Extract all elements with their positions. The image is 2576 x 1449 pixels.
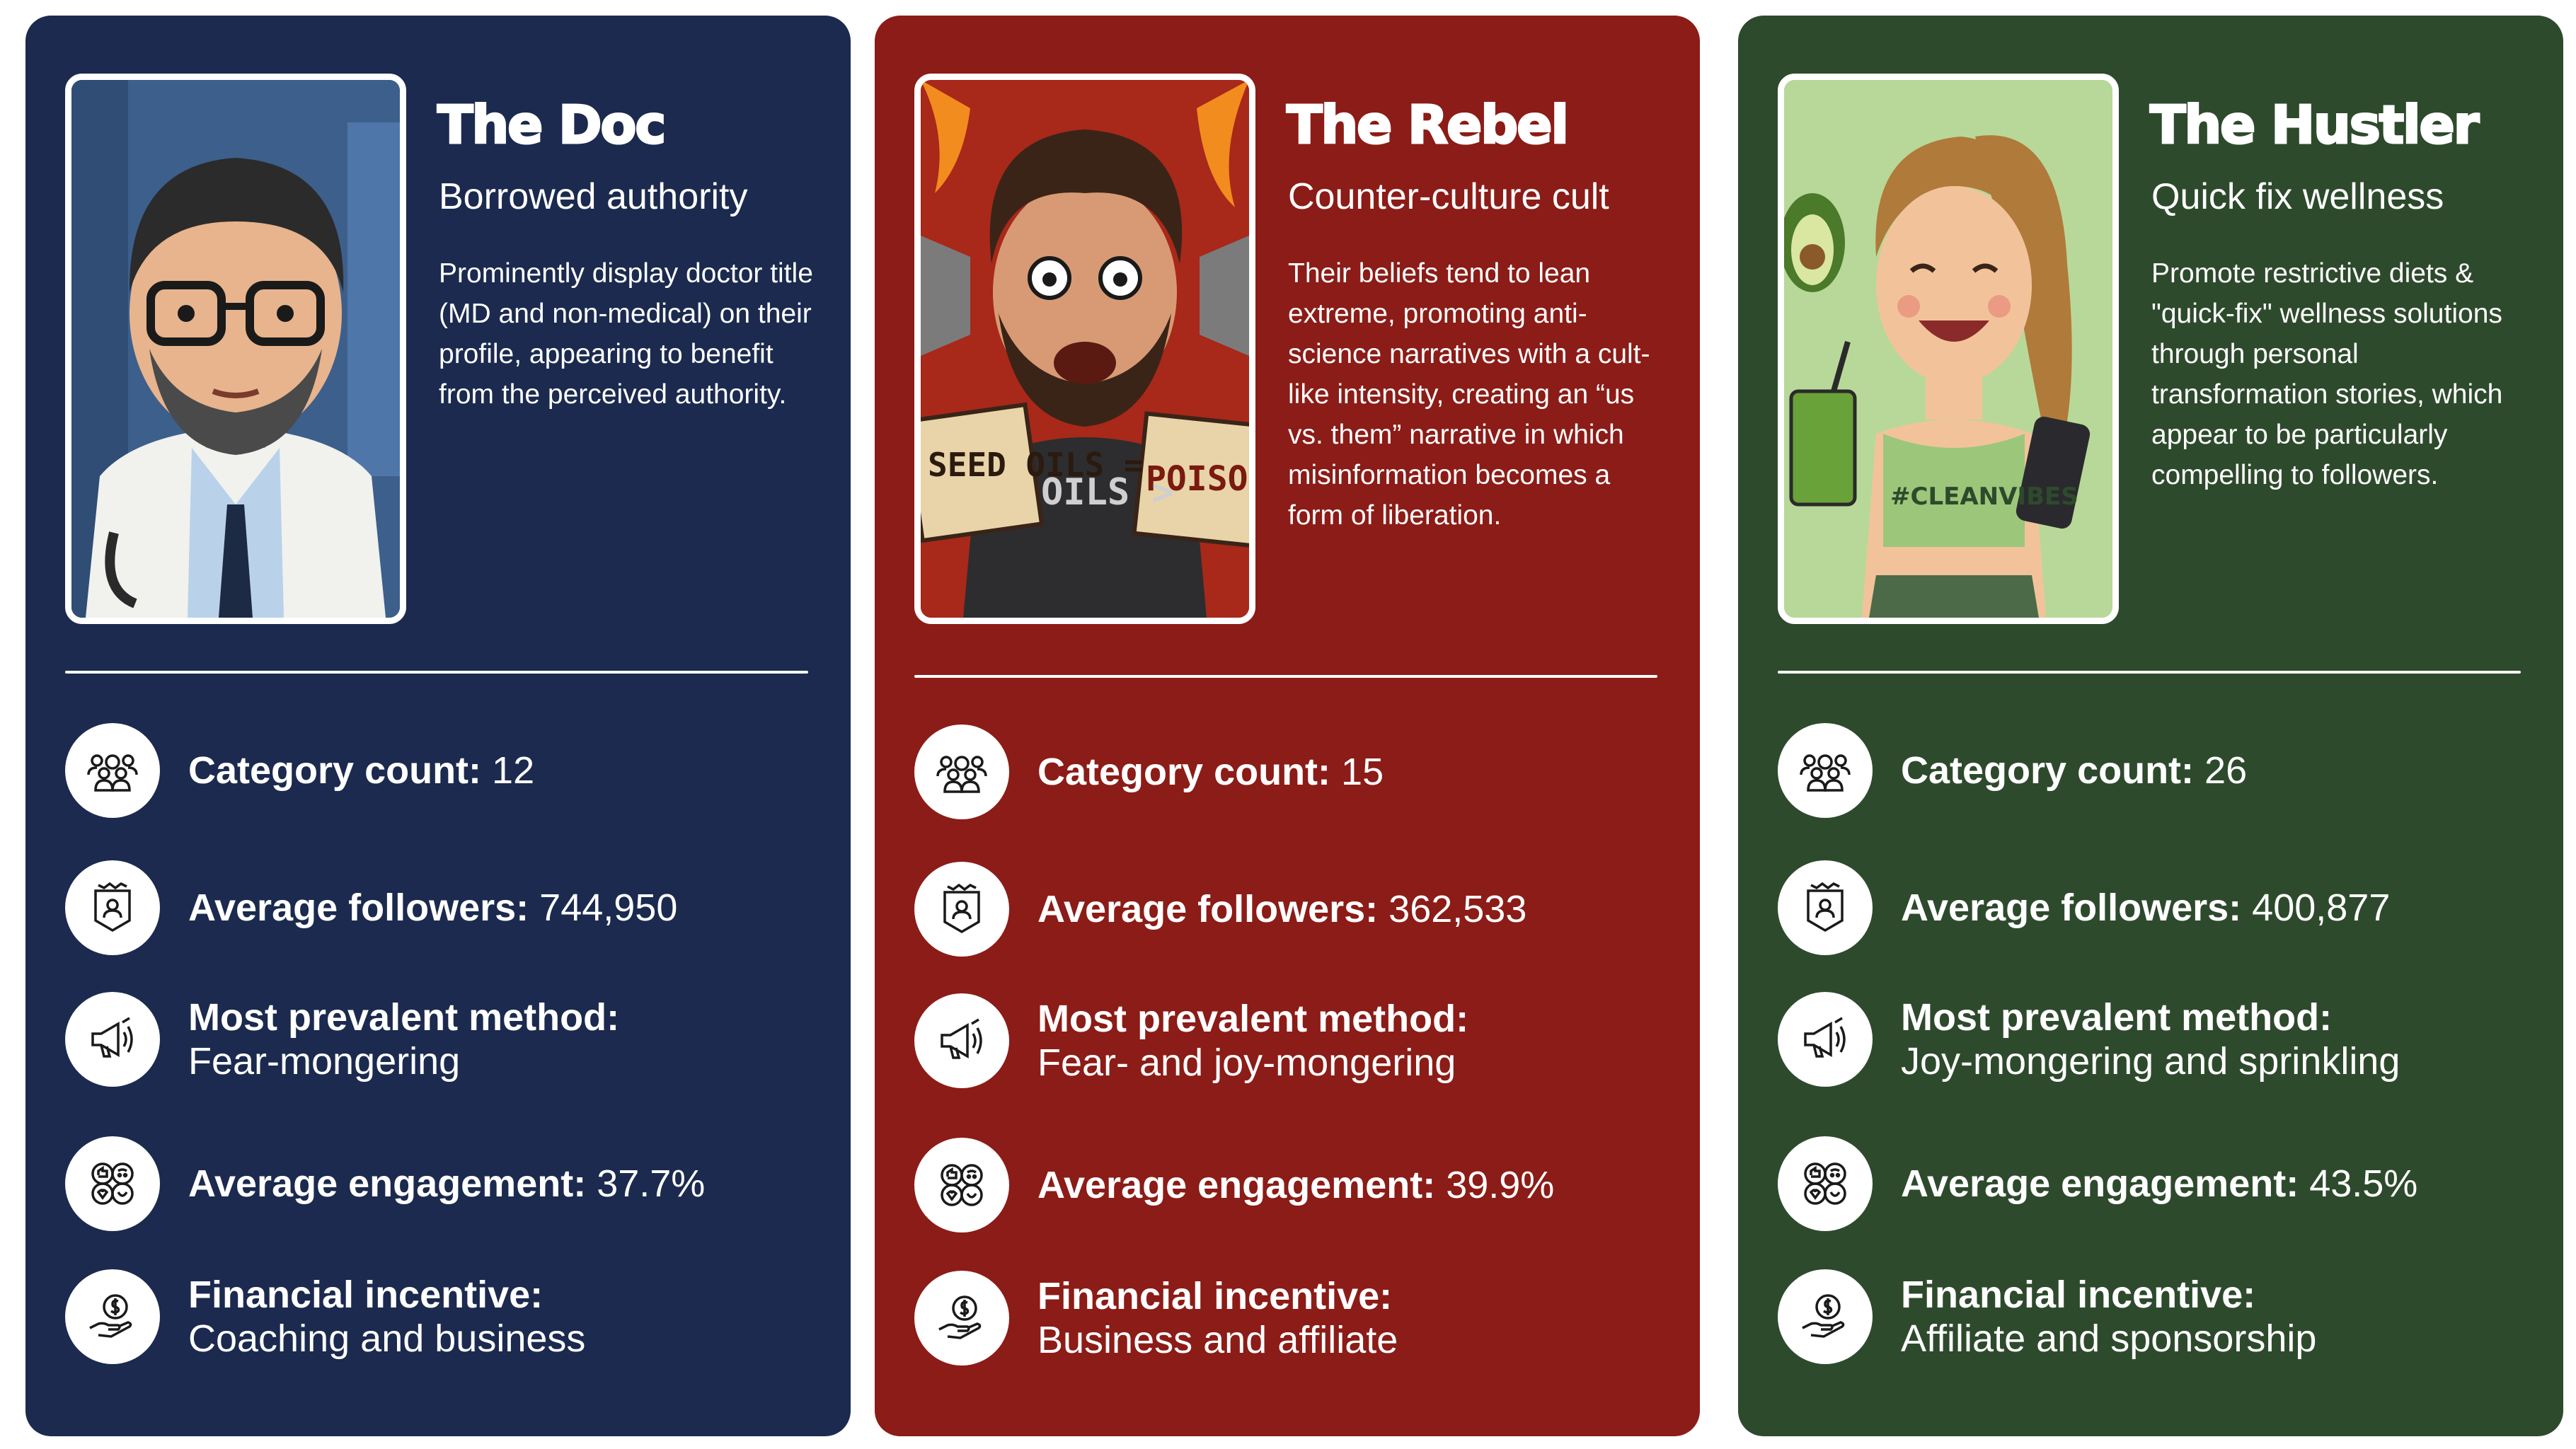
rebel-illustration: SEED OILS = POISON OILS > xyxy=(921,80,1249,618)
stat-value: Fear-mongering xyxy=(188,1040,461,1083)
stat-value: 744,950 xyxy=(529,887,678,929)
doctor-portrait xyxy=(65,74,406,624)
group-icon xyxy=(65,723,160,818)
stat-value: Business and affiliate xyxy=(1037,1319,1398,1361)
stat-value: Affiliate and sponsorship xyxy=(1901,1317,2317,1360)
card-subtitle: Counter-culture cult xyxy=(1288,176,1609,217)
reactions-icon xyxy=(1778,1136,1873,1231)
stat-value: 15 xyxy=(1330,751,1384,793)
rebel-portrait: SEED OILS = POISON OILS > xyxy=(914,74,1255,624)
stat-value: 43.5% xyxy=(2299,1162,2418,1205)
card-the-rebel: SEED OILS = POISON OILS > The Rebel Coun… xyxy=(875,16,1700,1436)
stat-value: Fear- and joy-mongering xyxy=(1037,1041,1456,1084)
stat-label: Most prevalent method: xyxy=(1901,996,2333,1039)
card-description: Their beliefs tend to lean extreme, prom… xyxy=(1288,258,1650,531)
megaphone-icon xyxy=(65,992,160,1087)
card-title: The Hustler xyxy=(2149,95,2480,156)
stat-label: Category count: xyxy=(188,749,482,792)
group-icon xyxy=(914,724,1009,819)
stat-label: Average engagement: xyxy=(1901,1162,2299,1205)
stat-average-followers: Average followers: 400,877 xyxy=(1778,860,2542,955)
card-description: Prominently display doctor title (MD and… xyxy=(439,258,813,410)
stat-label: Category count: xyxy=(1901,749,2195,792)
stat-value: Coaching and business xyxy=(188,1317,586,1360)
stat-label: Most prevalent method: xyxy=(1037,998,1469,1040)
megaphone-icon xyxy=(1778,992,1873,1087)
card-subtitle: Quick fix wellness xyxy=(2151,176,2444,217)
stat-label: Average engagement: xyxy=(188,1162,587,1205)
sign-left-text: SEED OILS = xyxy=(928,446,1144,484)
stat-label: Financial incentive: xyxy=(1901,1274,2256,1316)
stat-label: Financial incentive: xyxy=(188,1274,544,1316)
shirt-text: #CLEANVIBES xyxy=(1890,483,2078,511)
divider xyxy=(1778,671,2521,674)
hustler-portrait: #CLEANVIBES xyxy=(1778,74,2119,624)
stat-average-engagement: Average engagement: 37.7% xyxy=(65,1136,829,1231)
stat-value: 400,877 xyxy=(2241,887,2391,929)
divider xyxy=(914,675,1657,678)
stat-financial-incentive: Financial incentive: Business and affilia… xyxy=(914,1271,1679,1366)
profile-badge-icon xyxy=(65,860,160,955)
reactions-icon xyxy=(65,1136,160,1231)
profile-badge-icon xyxy=(1778,860,1873,955)
stat-average-followers: Average followers: 744,950 xyxy=(65,860,829,955)
stat-value: Joy-mongering and sprinkling xyxy=(1901,1040,2400,1083)
reactions-icon xyxy=(914,1138,1009,1232)
stat-prevalent-method: Most prevalent method: Joy-mongering and … xyxy=(1778,992,2542,1087)
divider xyxy=(65,671,808,674)
stat-average-engagement: Average engagement: 39.9% xyxy=(914,1138,1679,1232)
card-title: The Rebel xyxy=(1286,95,1570,156)
stat-value: 39.9% xyxy=(1435,1164,1555,1206)
hustler-illustration: #CLEANVIBES xyxy=(1784,80,2112,618)
profile-badge-icon xyxy=(914,862,1009,957)
stat-label: Category count: xyxy=(1037,751,1331,793)
stat-prevalent-method: Most prevalent method: Fear- and joy-mong… xyxy=(914,993,1679,1088)
stat-value: 37.7% xyxy=(586,1162,706,1205)
stat-label: Financial incentive: xyxy=(1037,1275,1393,1317)
money-hand-icon xyxy=(1778,1269,1873,1364)
card-title: The Doc xyxy=(436,95,667,156)
shirt-text: OILS > xyxy=(1041,471,1174,514)
stat-category-count: Category count: 12 xyxy=(65,723,829,818)
stat-financial-incentive: Financial incentive: Coaching and busines… xyxy=(65,1269,829,1364)
stat-value: 12 xyxy=(481,749,535,792)
card-the-doc: The Doc Borrowed authority Prominently d… xyxy=(25,16,851,1436)
card-subtitle: Borrowed authority xyxy=(439,176,748,217)
stat-value: 26 xyxy=(2194,749,2248,792)
stat-value: 362,533 xyxy=(1378,888,1527,930)
stat-financial-incentive: Financial incentive: Affiliate and sponso… xyxy=(1778,1269,2542,1364)
megaphone-icon xyxy=(914,993,1009,1088)
stat-label: Average engagement: xyxy=(1037,1164,1436,1206)
sign-right-text: POISON xyxy=(1146,459,1249,499)
stat-category-count: Category count: 26 xyxy=(1778,723,2542,818)
stat-category-count: Category count: 15 xyxy=(914,724,1679,819)
stat-prevalent-method: Most prevalent method: Fear-mongering xyxy=(65,992,829,1087)
stat-label: Average followers: xyxy=(188,887,529,929)
money-hand-icon xyxy=(914,1271,1009,1366)
group-icon xyxy=(1778,723,1873,818)
stat-label: Average followers: xyxy=(1901,887,2242,929)
money-hand-icon xyxy=(65,1269,160,1364)
doctor-illustration xyxy=(71,80,400,618)
card-description: Promote restrictive diets & "quick-fix" … xyxy=(2151,258,2503,490)
stat-label: Average followers: xyxy=(1037,888,1379,930)
stat-average-followers: Average followers: 362,533 xyxy=(914,862,1679,957)
stat-average-engagement: Average engagement: 43.5% xyxy=(1778,1136,2542,1231)
stat-label: Most prevalent method: xyxy=(188,996,620,1039)
card-the-hustler: #CLEANVIBES The Hustler Quick fix wellne… xyxy=(1738,16,2563,1436)
